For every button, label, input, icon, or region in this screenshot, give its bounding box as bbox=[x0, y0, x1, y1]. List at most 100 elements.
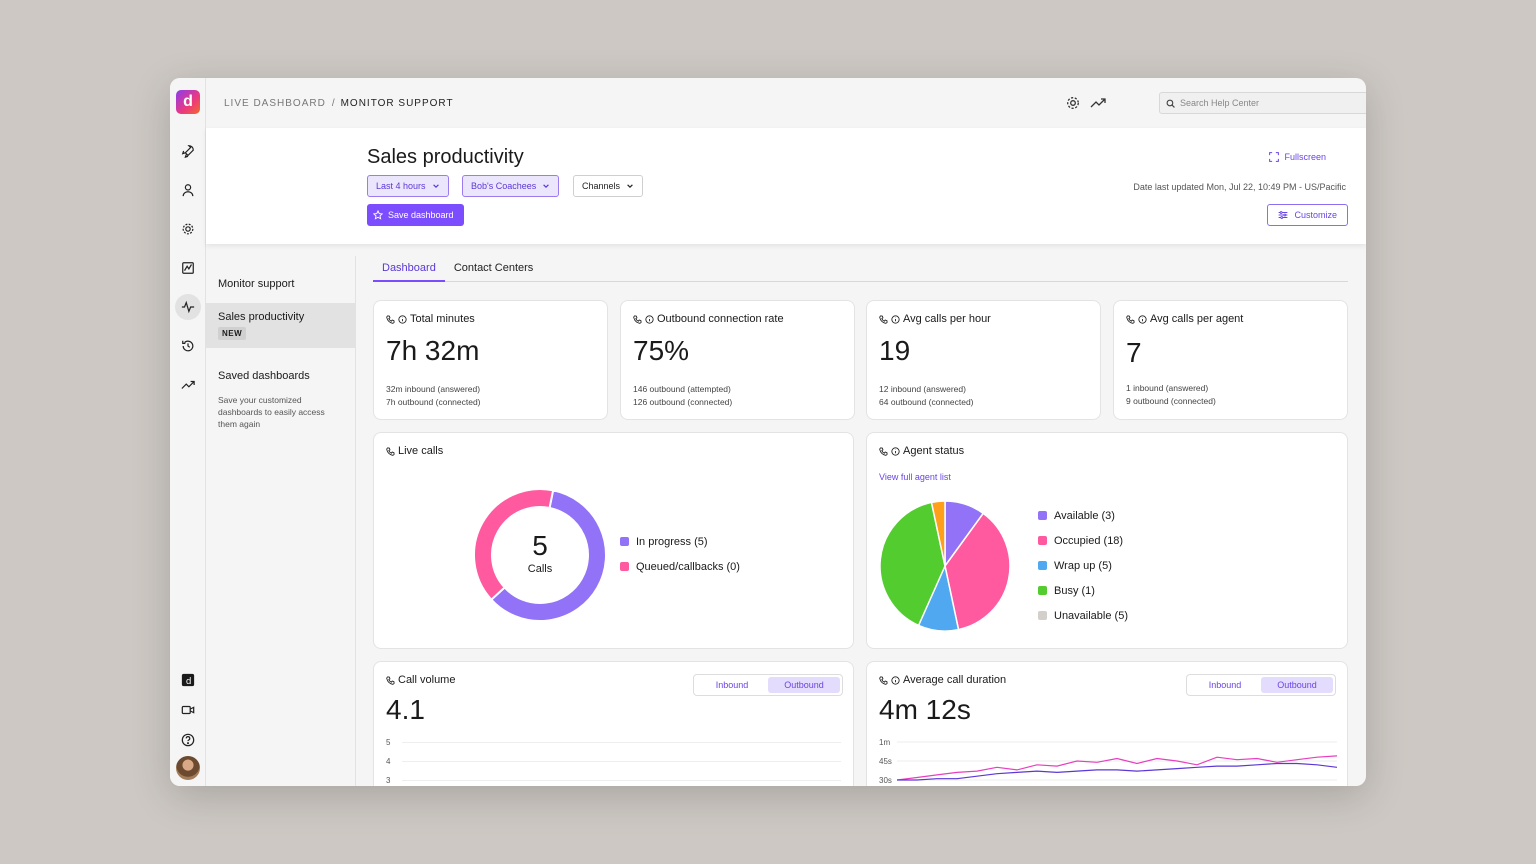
info-icon[interactable] bbox=[891, 446, 900, 456]
phone-icon bbox=[879, 446, 888, 456]
toggle-outbound[interactable]: Outbound bbox=[1261, 677, 1333, 693]
legend-label: Wrap up (5) bbox=[1054, 559, 1112, 572]
search-input[interactable] bbox=[1180, 98, 1366, 108]
info-icon[interactable] bbox=[645, 314, 654, 324]
donut-center-label: Calls bbox=[527, 563, 553, 575]
group-filter-label: Bob's Coachees bbox=[471, 181, 537, 191]
phone-icon bbox=[1126, 314, 1135, 324]
trend-icon[interactable] bbox=[175, 372, 201, 398]
stat-line-2: 7h outbound (connected) bbox=[386, 397, 481, 407]
legend-item: In progress (5) bbox=[620, 529, 740, 554]
y-tick-label: 4 bbox=[386, 757, 391, 766]
gear-icon[interactable] bbox=[175, 216, 201, 242]
channels-filter-label: Channels bbox=[582, 181, 621, 191]
phone-icon bbox=[386, 675, 395, 685]
card-title: Agent status bbox=[903, 445, 965, 457]
series-line-inbound bbox=[897, 762, 1337, 781]
stat-card-total-minutes: Total minutes 7h 32m 32m inbound (answer… bbox=[373, 300, 608, 420]
help-icon[interactable] bbox=[175, 727, 201, 753]
live-calls-donut bbox=[473, 488, 607, 622]
view-full-agent-list-link[interactable]: View full agent list bbox=[879, 472, 951, 482]
analytics-trend-icon[interactable] bbox=[1090, 95, 1106, 111]
info-icon[interactable] bbox=[1138, 314, 1147, 324]
stat-line-1: 32m inbound (answered) bbox=[386, 384, 481, 394]
legend-swatch bbox=[1038, 536, 1047, 545]
stat-value: 19 bbox=[879, 335, 911, 366]
legend-swatch bbox=[620, 537, 629, 546]
series-line-outbound bbox=[897, 755, 1337, 781]
history-icon[interactable] bbox=[175, 333, 201, 359]
stat-line-2: 9 outbound (connected) bbox=[1126, 396, 1216, 406]
save-dashboard-button[interactable]: Save dashboard bbox=[367, 204, 464, 226]
tab-contact-centers[interactable]: Contact Centers bbox=[453, 262, 534, 274]
breadcrumb-current: MONITOR SUPPORT bbox=[340, 97, 454, 109]
video-icon[interactable] bbox=[175, 697, 201, 723]
y-tick-label: 5 bbox=[386, 738, 391, 747]
stat-title: Outbound connection rate bbox=[657, 313, 784, 325]
avg-call-duration-card: Average call duration 4m 12s Inbound Out… bbox=[866, 661, 1348, 786]
sidebar-item-saved-dashboards[interactable]: Saved dashboards bbox=[218, 370, 310, 382]
customize-button[interactable]: Customize bbox=[1267, 204, 1348, 226]
dashboard-tabs: Dashboard Contact Centers bbox=[373, 256, 1348, 282]
stat-card-avg-calls-per-hour: Avg calls per hour 19 12 inbound (answer… bbox=[866, 300, 1101, 420]
call-volume-card: Call volume 4.1 Inbound Outbound 5 4 3 bbox=[373, 661, 854, 786]
legend-label: Busy (1) bbox=[1054, 584, 1095, 597]
sidebar-item-monitor-support[interactable]: Monitor support bbox=[218, 278, 295, 290]
breadcrumb-separator: / bbox=[331, 97, 335, 109]
avatar[interactable] bbox=[176, 756, 200, 780]
time-range-label: Last 4 hours bbox=[376, 181, 426, 191]
pie-slice-unavailable bbox=[879, 501, 946, 627]
search-icon bbox=[1166, 99, 1175, 108]
legend-swatch bbox=[620, 562, 629, 571]
app-logo-icon[interactable]: d bbox=[176, 90, 200, 114]
live-activity-icon[interactable] bbox=[175, 294, 201, 320]
user-icon[interactable] bbox=[175, 177, 201, 203]
group-filter[interactable]: Bob's Coachees bbox=[462, 175, 560, 197]
tab-dashboard[interactable]: Dashboard bbox=[373, 256, 445, 282]
y-tick-label: 3 bbox=[386, 776, 391, 785]
legend-swatch bbox=[1038, 561, 1047, 570]
legend-item: Queued/callbacks (0) bbox=[620, 554, 740, 579]
breadcrumb-parent[interactable]: LIVE DASHBOARD bbox=[224, 97, 326, 109]
donut-slice-in-progress bbox=[489, 489, 607, 622]
page-title: Sales productivity bbox=[367, 146, 524, 168]
info-icon[interactable] bbox=[398, 314, 407, 324]
donut-slice-queued-callbacks bbox=[473, 488, 555, 602]
legend-swatch bbox=[1038, 611, 1047, 620]
toggle-inbound[interactable]: Inbound bbox=[1208, 680, 1242, 690]
dialpad-logo-icon[interactable]: d bbox=[175, 667, 201, 693]
legend-item: Wrap up (5) bbox=[1038, 553, 1128, 578]
channels-filter[interactable]: Channels bbox=[573, 175, 644, 197]
icon-rail: d d bbox=[170, 78, 206, 786]
stat-title: Avg calls per agent bbox=[1150, 313, 1244, 325]
dashboard-sidebar: Monitor support Sales productivity NEW S… bbox=[206, 256, 356, 786]
time-range-filter[interactable]: Last 4 hours bbox=[367, 175, 449, 197]
dashboard-header: Sales productivity Last 4 hours Bob's Co… bbox=[206, 128, 1366, 244]
live-calls-card: Live calls 5 Calls In progress (5) Queue… bbox=[373, 432, 854, 649]
agent-status-pie bbox=[879, 500, 1011, 632]
info-icon[interactable] bbox=[891, 314, 900, 324]
avg-duration-line-chart bbox=[897, 741, 1337, 781]
search-box[interactable] bbox=[1159, 92, 1366, 114]
call-volume-direction-toggle: Inbound Outbound bbox=[693, 674, 843, 696]
star-icon bbox=[373, 210, 383, 220]
y-tick-label: 1m bbox=[879, 738, 891, 747]
stat-value: 7h 32m bbox=[386, 335, 480, 366]
stat-title: Total minutes bbox=[410, 313, 475, 325]
rocket-icon[interactable] bbox=[175, 138, 201, 164]
info-icon[interactable] bbox=[891, 675, 900, 685]
toggle-outbound[interactable]: Outbound bbox=[768, 677, 840, 693]
stat-line-1: 12 inbound (answered) bbox=[879, 384, 966, 394]
phone-icon bbox=[633, 314, 642, 324]
fullscreen-button[interactable]: Fullscreen bbox=[1269, 152, 1326, 162]
stat-line-1: 146 outbound (attempted) bbox=[633, 384, 731, 394]
phone-icon bbox=[879, 675, 888, 685]
gridline bbox=[402, 761, 841, 762]
card-title: Average call duration bbox=[903, 674, 1007, 686]
toggle-inbound[interactable]: Inbound bbox=[715, 680, 749, 690]
settings-gear-icon[interactable] bbox=[1065, 95, 1081, 111]
report-icon[interactable] bbox=[175, 255, 201, 281]
sidebar-item-sales-productivity[interactable]: Sales productivity NEW bbox=[206, 303, 355, 348]
phone-icon bbox=[386, 446, 395, 456]
top-bar: LIVE DASHBOARD / MONITOR SUPPORT bbox=[206, 78, 1366, 128]
